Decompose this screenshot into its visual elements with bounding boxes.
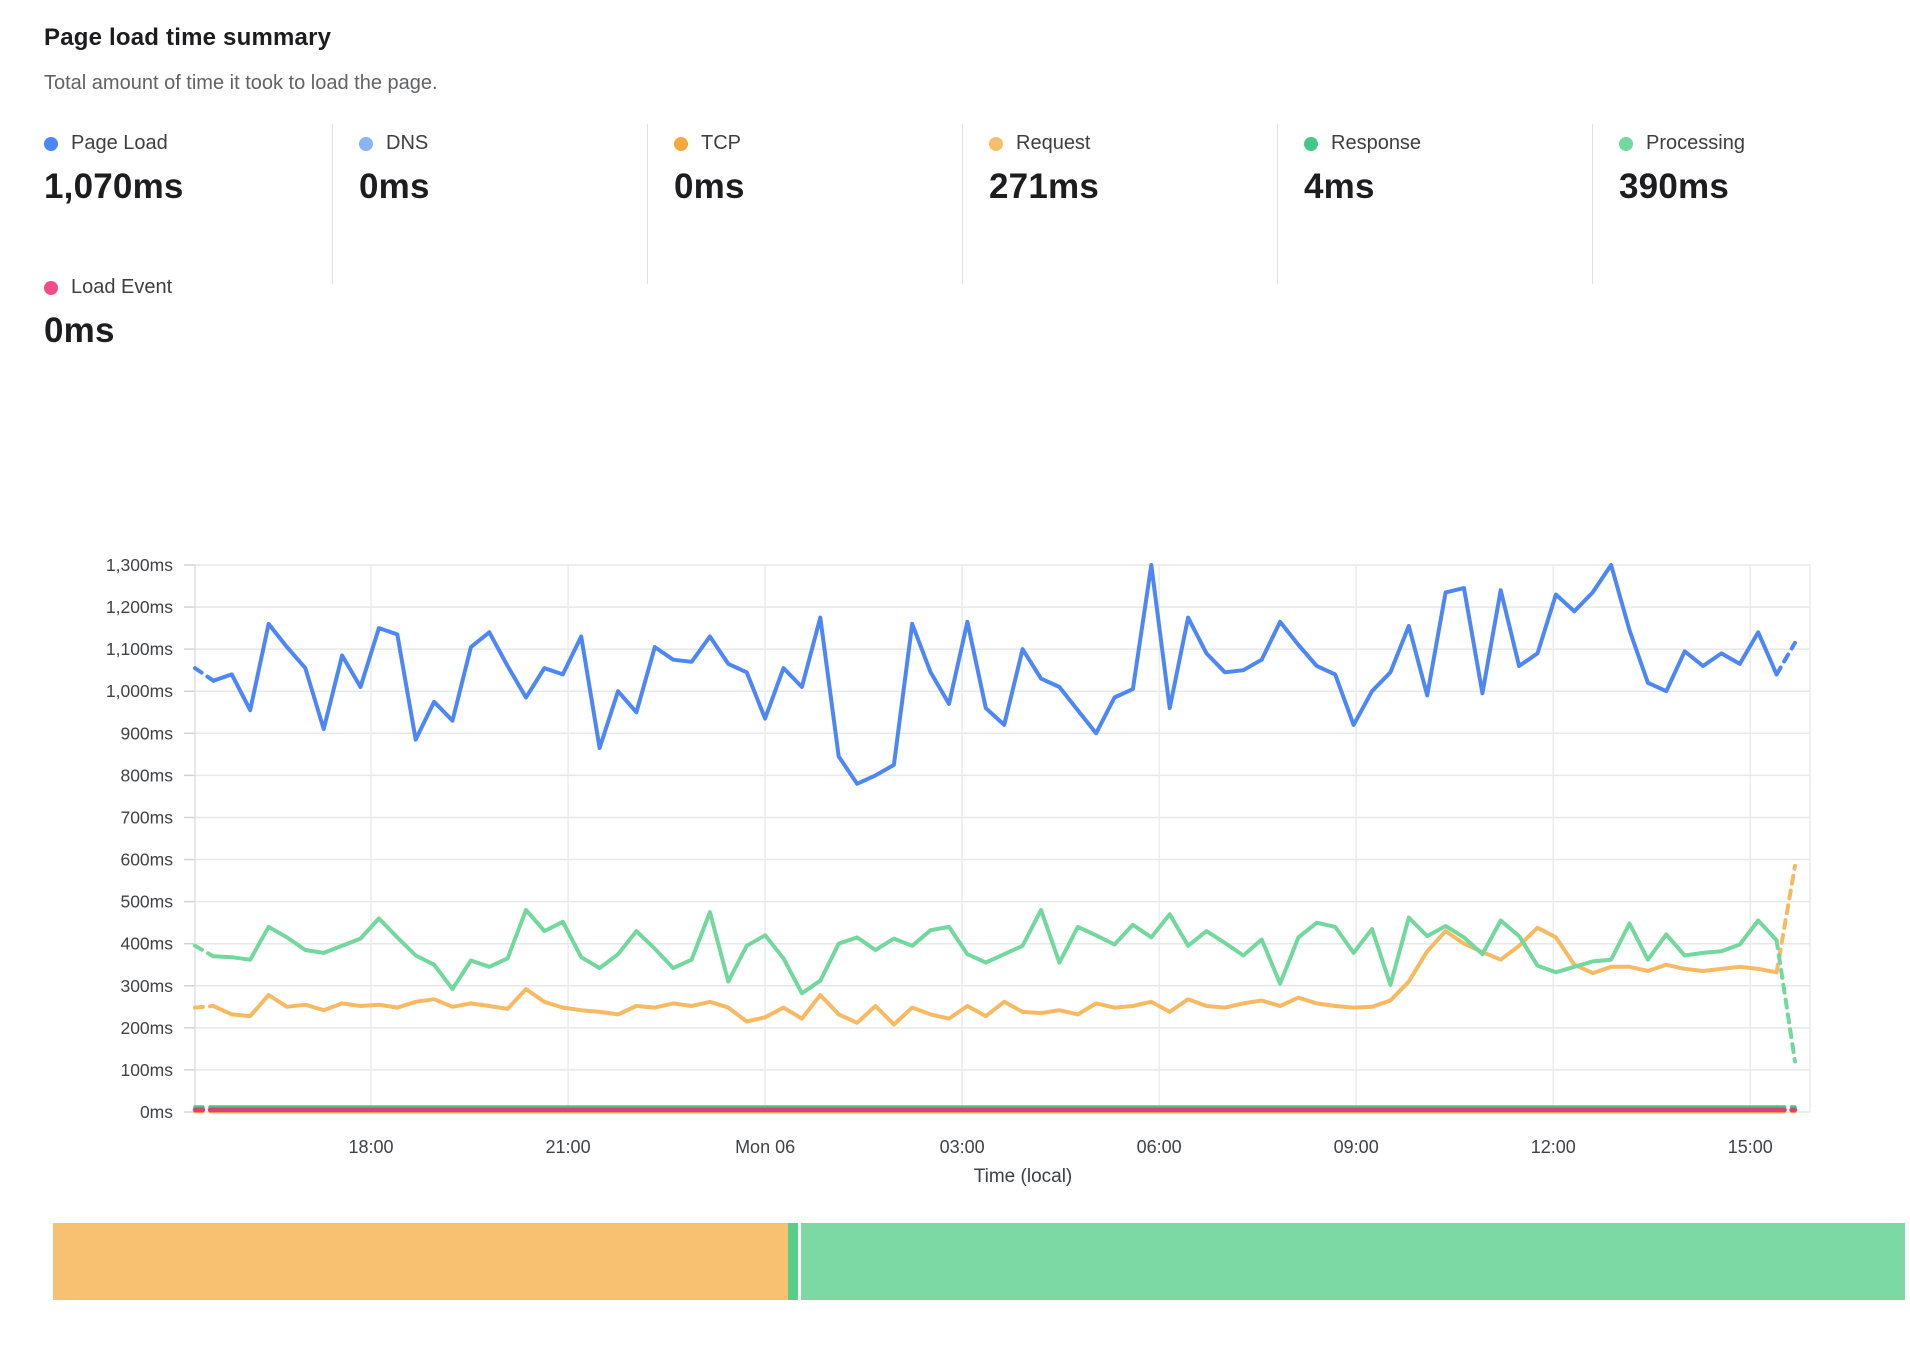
metric-label: Load Event xyxy=(71,276,173,298)
page-title: Page load time summary xyxy=(44,24,332,51)
y-axis-tick-label: 200ms xyxy=(120,1018,173,1038)
y-axis-tick-label: 1,300ms xyxy=(106,555,173,575)
metric-value: 390ms xyxy=(1619,167,1729,206)
series-request-lead-dash xyxy=(193,1004,216,1010)
x-axis-tick-label: 06:00 xyxy=(1137,1137,1182,1157)
metric-tile-response[interactable]: Response 4ms xyxy=(1277,124,1592,284)
y-axis-tick-label: 400ms xyxy=(120,934,173,954)
metric-value: 271ms xyxy=(989,167,1099,206)
y-axis-tick-label: 500ms xyxy=(120,892,173,912)
y-axis-tick-label: 1,200ms xyxy=(106,597,173,617)
timeline-segment-status-divider xyxy=(788,1223,798,1300)
metric-label: TCP xyxy=(701,132,741,154)
metric-tile-page-load[interactable]: Page Load 1,070ms xyxy=(44,124,332,284)
x-axis-tick-label: Mon 06 xyxy=(735,1137,795,1157)
x-axis-tick-label: 03:00 xyxy=(940,1137,985,1157)
series-page-load-lead-dash xyxy=(193,666,216,683)
metric-tile-processing[interactable]: Processing 390ms xyxy=(1592,124,1907,284)
request-legend-dot-icon xyxy=(989,136,1003,151)
x-axis-tick-label: 18:00 xyxy=(349,1137,394,1157)
metric-tile-tcp[interactable]: TCP 0ms xyxy=(647,124,962,284)
x-axis-tick-label: 12:00 xyxy=(1531,1137,1576,1157)
metric-value: 1,070ms xyxy=(44,167,184,206)
metric-label: Page Load xyxy=(71,132,168,154)
x-axis-title: Time (local) xyxy=(974,1166,1073,1187)
series-processing-trail-dash xyxy=(1774,938,1797,1064)
series-page-load-line xyxy=(211,563,1779,786)
load-event-legend-dot-icon xyxy=(44,280,58,295)
metric-value: 4ms xyxy=(1304,167,1375,206)
y-axis-tick-label: 1,100ms xyxy=(106,639,173,659)
series-page-load-trail-dash xyxy=(1774,640,1797,677)
x-axis-tick-label: 21:00 xyxy=(546,1137,591,1157)
dns-legend-dot-icon xyxy=(359,136,373,151)
series-processing-line xyxy=(211,908,1779,996)
metric-tile-request[interactable]: Request 271ms xyxy=(962,124,1277,284)
page-load-legend-dot-icon xyxy=(44,136,58,151)
metric-tiles-row: Page Load 1,070ms DNS 0ms TCP 0ms Reques… xyxy=(44,124,1907,284)
y-axis-tick-label: 300ms xyxy=(120,976,173,996)
timeline-segment-processing-span[interactable] xyxy=(801,1223,1906,1300)
y-axis-tick-label: 100ms xyxy=(120,1060,173,1080)
x-axis-tick-label: 09:00 xyxy=(1334,1137,1379,1157)
metric-value: 0ms xyxy=(359,167,430,206)
timeline-segment-gap xyxy=(797,1223,802,1300)
metric-label: Request xyxy=(1016,132,1091,154)
metric-tiles-row2: Load Event 0ms xyxy=(44,268,332,388)
metric-tile-dns[interactable]: DNS 0ms xyxy=(332,124,647,284)
series-request-line xyxy=(211,925,1779,1027)
metric-value: 0ms xyxy=(674,167,745,206)
timeline-segment-request-span[interactable] xyxy=(53,1223,789,1300)
page-subtitle: Total amount of time it took to load the… xyxy=(44,72,438,94)
response-legend-dot-icon xyxy=(1304,136,1318,151)
load-time-chart-svg: 0ms 100ms 200ms 300ms 400ms 500ms 600ms 700ms 80… xyxy=(106,555,1811,1187)
metric-value: 0ms xyxy=(44,311,115,350)
metric-label: DNS xyxy=(386,132,429,154)
y-axis-tick-label: 0ms xyxy=(140,1102,173,1122)
y-axis-tick-label: 900ms xyxy=(120,723,173,743)
load-time-chart: 0ms 100ms 200ms 300ms 400ms 500ms 600ms 700ms 80… xyxy=(0,430,1910,1210)
tcp-legend-dot-icon xyxy=(674,136,688,151)
y-axis-tick-label: 700ms xyxy=(120,807,173,827)
metric-label: Response xyxy=(1331,132,1422,154)
x-axis-tick-label: 15:00 xyxy=(1728,1137,1773,1157)
metric-tile-load-event[interactable]: Load Event 0ms xyxy=(44,268,332,388)
y-axis-tick-label: 800ms xyxy=(120,765,173,785)
timeline-status-bar[interactable] xyxy=(53,1223,1906,1300)
y-axis-tick-label: 1,000ms xyxy=(106,681,173,701)
series-processing-lead-dash xyxy=(193,943,216,959)
processing-legend-dot-icon xyxy=(1619,136,1633,151)
metric-label: Processing xyxy=(1646,132,1745,154)
y-axis-tick-label: 600ms xyxy=(120,850,173,870)
